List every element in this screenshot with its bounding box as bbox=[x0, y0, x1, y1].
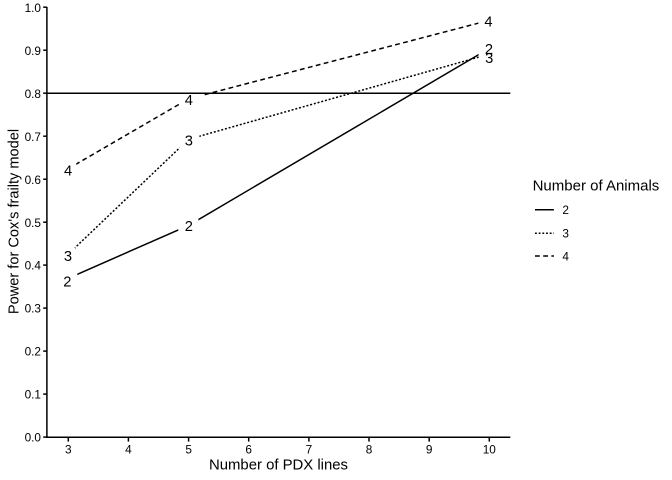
svg-text:10: 10 bbox=[483, 442, 497, 456]
svg-text:0.6: 0.6 bbox=[25, 173, 42, 187]
svg-text:2: 2 bbox=[63, 275, 71, 291]
svg-text:3: 3 bbox=[64, 249, 72, 265]
svg-text:0.2: 0.2 bbox=[25, 345, 41, 359]
svg-text:3: 3 bbox=[185, 133, 193, 149]
svg-text:9: 9 bbox=[426, 442, 433, 456]
svg-text:0.9: 0.9 bbox=[25, 44, 41, 58]
svg-text:Number of PDX lines: Number of PDX lines bbox=[209, 458, 348, 474]
svg-text:0.7: 0.7 bbox=[25, 130, 41, 144]
svg-text:3: 3 bbox=[485, 51, 493, 67]
svg-text:0.3: 0.3 bbox=[25, 302, 42, 316]
svg-text:7: 7 bbox=[306, 442, 313, 456]
svg-text:4: 4 bbox=[484, 15, 492, 31]
svg-text:0.0: 0.0 bbox=[25, 431, 42, 445]
svg-text:Power for Cox's frailty model: Power for Cox's frailty model bbox=[6, 129, 22, 314]
svg-text:3: 3 bbox=[562, 226, 569, 240]
svg-text:2: 2 bbox=[485, 42, 493, 58]
svg-text:Number of Animals: Number of Animals bbox=[533, 177, 660, 194]
svg-text:0.4: 0.4 bbox=[25, 259, 42, 273]
svg-text:5: 5 bbox=[185, 442, 192, 456]
svg-text:4: 4 bbox=[185, 93, 193, 109]
svg-text:4: 4 bbox=[562, 250, 569, 264]
svg-text:1.0: 1.0 bbox=[25, 1, 42, 15]
svg-text:0.1: 0.1 bbox=[25, 388, 41, 402]
svg-text:0.8: 0.8 bbox=[25, 87, 42, 101]
svg-text:4: 4 bbox=[64, 164, 72, 180]
svg-text:2: 2 bbox=[185, 219, 193, 235]
svg-text:6: 6 bbox=[245, 442, 252, 456]
svg-text:2: 2 bbox=[562, 203, 569, 217]
svg-text:3: 3 bbox=[65, 442, 72, 456]
svg-text:4: 4 bbox=[125, 442, 132, 456]
svg-text:0.5: 0.5 bbox=[25, 216, 42, 230]
svg-text:8: 8 bbox=[366, 442, 373, 456]
